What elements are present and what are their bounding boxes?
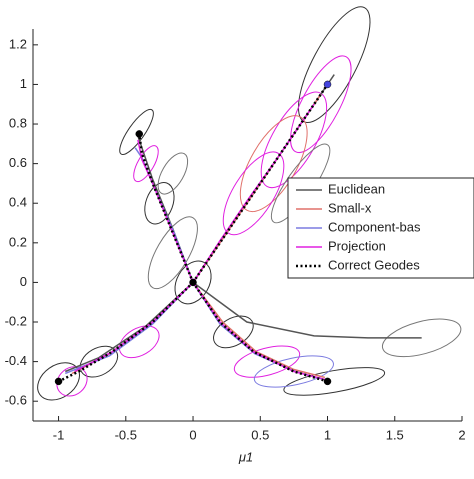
y-tick-label: 0.4 (9, 195, 27, 210)
x-tick-label: 0 (189, 427, 196, 442)
ellipse (174, 260, 212, 305)
y-tick-label: -0.2 (5, 313, 27, 328)
ellipse (222, 151, 285, 236)
endpoint (323, 80, 332, 89)
x-axis-label: μ1 (238, 449, 253, 464)
x-tick-label: 0.5 (251, 427, 269, 442)
ellipse (283, 367, 386, 396)
y-tick-label: 0.6 (9, 155, 27, 170)
ellipse (381, 318, 462, 358)
x-tick-label: 1 (324, 427, 331, 442)
x-tick-label: 1.5 (386, 427, 404, 442)
legend-label: Component-bas (328, 219, 421, 234)
legend-label: Correct Geodes (328, 257, 420, 272)
y-tick-label: 0.8 (9, 115, 27, 130)
legend-label: Projection (328, 238, 386, 253)
ellipse (233, 345, 301, 378)
y-tick-label: -0.6 (5, 393, 27, 408)
ellipse (118, 325, 160, 359)
ellipse (119, 108, 154, 155)
series-line (71, 93, 326, 379)
x-tick-label: -0.5 (115, 427, 137, 442)
ellipse (133, 145, 159, 183)
y-tick-label: 0.2 (9, 234, 27, 249)
ellipse (144, 181, 175, 225)
ellipse (157, 152, 189, 195)
y-tick-label: -0.4 (5, 353, 27, 368)
ellipse (147, 216, 198, 290)
endpoint (323, 377, 332, 386)
ellipse (213, 315, 254, 349)
ellipse (290, 55, 352, 154)
x-tick-label: -1 (53, 427, 65, 442)
ellipse (239, 115, 308, 213)
legend-label: Euclidean (328, 181, 385, 196)
endpoint (54, 377, 63, 386)
endpoint (135, 130, 143, 138)
endpoint (189, 278, 197, 287)
y-tick-label: 0 (20, 274, 27, 289)
series-line (74, 103, 326, 381)
ellipse (56, 366, 88, 397)
ellipse (297, 6, 371, 124)
legend-label: Small-x (328, 200, 372, 215)
x-tick-label: 2 (458, 427, 465, 442)
ellipse (253, 355, 334, 388)
series-line (58, 83, 329, 383)
y-tick-label: 1 (20, 76, 27, 91)
y-tick-label: 1.2 (9, 36, 27, 51)
